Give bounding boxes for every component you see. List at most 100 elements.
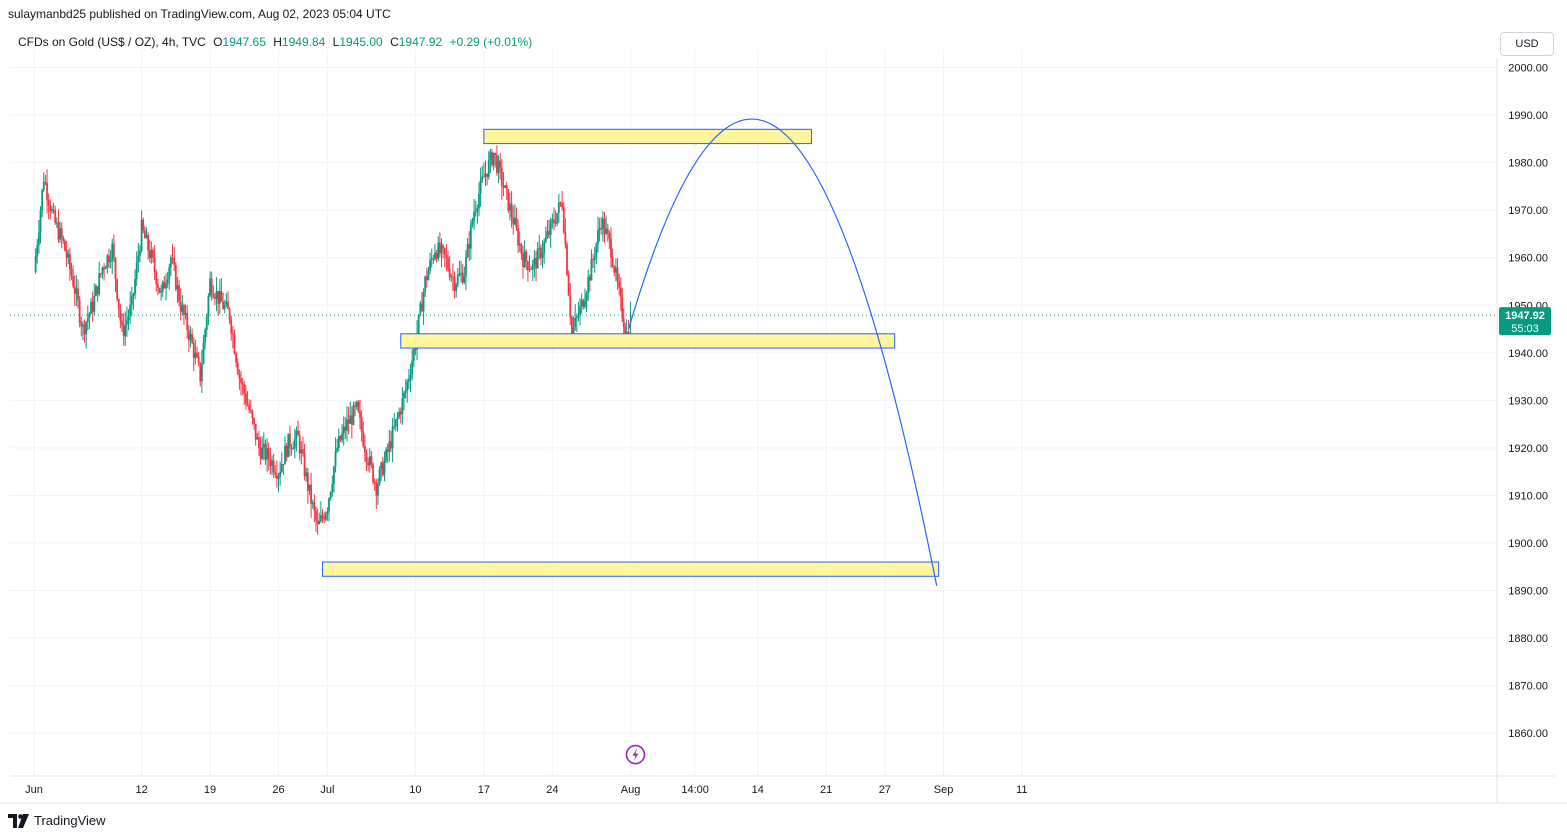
candle-body — [39, 210, 42, 233]
candle-body — [57, 222, 60, 240]
candle-body — [174, 265, 177, 290]
candle-body — [403, 392, 405, 398]
candle-body — [173, 258, 176, 266]
candle-body — [140, 219, 143, 251]
candle-body — [536, 248, 539, 269]
x-tick-label: Jun — [25, 784, 43, 796]
candle-body — [197, 356, 200, 363]
candle-body — [450, 276, 453, 278]
candle-body — [611, 257, 614, 267]
candle-body — [112, 243, 115, 259]
candle-body — [192, 342, 195, 359]
publisher-line: sulaymanbd25 published on TradingView.co… — [8, 7, 391, 21]
candle-body — [606, 228, 609, 233]
y-tick-label: 1910.00 — [1508, 490, 1548, 502]
candle-body — [365, 452, 368, 463]
candle-body — [103, 267, 105, 270]
candle-body — [383, 460, 386, 476]
candle-body — [59, 228, 61, 240]
candle-body — [88, 313, 91, 318]
candle-body — [531, 263, 534, 270]
candle-body — [246, 403, 249, 406]
candle-body — [408, 378, 410, 382]
candle-body — [318, 521, 321, 524]
candle-body — [424, 276, 427, 293]
candle-body — [68, 253, 71, 269]
support-resistance-zone[interactable] — [322, 561, 940, 577]
candle-body — [522, 253, 524, 267]
candle-body — [346, 419, 348, 431]
candle-body — [223, 305, 226, 309]
y-tick-label: 2000.00 — [1508, 63, 1548, 75]
candle-body — [608, 232, 611, 239]
candle-body — [556, 212, 559, 224]
candle-body — [93, 295, 96, 312]
candle-body — [572, 327, 575, 334]
candle-body — [108, 255, 110, 262]
symbol-name[interactable]: CFDs on Gold (US$ / OZ), 4h, TVC — [18, 35, 206, 49]
close-label: C — [390, 35, 399, 49]
candle-body — [456, 275, 459, 285]
candle-body — [412, 348, 415, 361]
support-resistance-zone[interactable] — [400, 333, 896, 349]
candle-body — [580, 300, 583, 307]
candle-body — [65, 250, 68, 258]
candle-body — [266, 448, 268, 460]
candle-body — [160, 291, 163, 293]
candle-body — [91, 301, 94, 312]
x-tick-label: Aug — [621, 784, 641, 796]
candle-body — [350, 415, 353, 425]
candle-body — [582, 300, 585, 307]
candle-body — [271, 460, 273, 467]
candle-body — [469, 224, 472, 249]
candle-body — [564, 231, 567, 245]
y-tick-label: 1930.00 — [1508, 395, 1548, 407]
candle-body — [567, 274, 570, 296]
candle-body — [535, 258, 537, 269]
candle-body — [562, 206, 565, 232]
candle-body — [425, 276, 428, 280]
candle-body — [205, 316, 208, 330]
candle-body — [473, 211, 475, 222]
candle-body — [225, 301, 228, 306]
support-resistance-zone[interactable] — [483, 128, 813, 145]
candle-body — [306, 472, 309, 491]
candle-body — [517, 227, 520, 246]
projection-arc[interactable] — [628, 118, 938, 586]
candle-body — [528, 268, 531, 270]
candle-body — [479, 179, 482, 194]
candle-body — [530, 268, 533, 270]
candle-body — [391, 427, 394, 449]
candle-body — [548, 231, 550, 235]
candle-body — [520, 244, 523, 254]
candle-body — [297, 430, 299, 436]
candle-body — [494, 152, 497, 155]
candle-body — [158, 287, 161, 293]
footer-brand[interactable]: TradingView — [8, 813, 106, 828]
x-tick-label: 11 — [1016, 784, 1027, 796]
candle-body — [574, 318, 577, 328]
candle-body — [504, 185, 506, 188]
candle-body — [148, 250, 151, 259]
candle-body — [360, 417, 363, 432]
candle-body — [577, 315, 580, 317]
candle-body — [41, 189, 44, 211]
candle-body — [36, 245, 39, 257]
candle-body — [75, 288, 78, 294]
candle-body — [150, 249, 153, 259]
bar-countdown: 55:03 — [1511, 323, 1539, 335]
candle-body — [370, 456, 373, 465]
y-tick-label: 1880.00 — [1508, 633, 1548, 645]
candle-body — [432, 258, 435, 260]
candle-body — [176, 285, 179, 290]
candle-body — [593, 257, 596, 260]
candle-body — [184, 313, 187, 315]
candle-body — [347, 419, 350, 424]
candle-body — [381, 462, 384, 476]
candle-body — [319, 515, 322, 522]
y-tick-label: 1900.00 — [1508, 538, 1548, 550]
candle-body — [245, 393, 247, 404]
currency-button[interactable]: USD — [1500, 32, 1554, 56]
candle-body — [310, 484, 312, 504]
